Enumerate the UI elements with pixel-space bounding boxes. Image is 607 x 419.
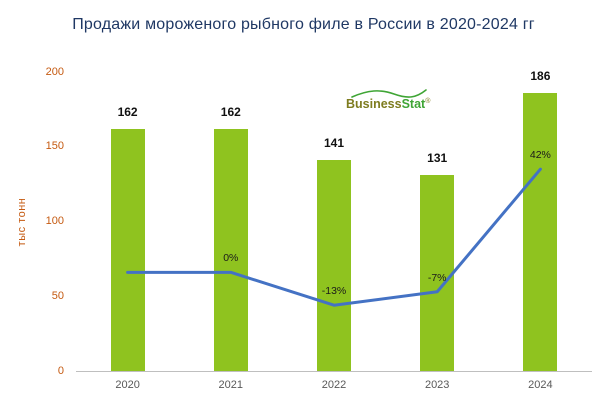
pct-change-label: 0% <box>223 252 239 265</box>
chart-title: Продажи мороженого рыбного филе в России… <box>72 16 535 33</box>
businessstat-logo: BusinessStat® <box>346 88 430 111</box>
x-tick-label: 2024 <box>528 379 553 391</box>
y-tick-label: 150 <box>45 140 64 153</box>
pct-change-label: -7% <box>427 271 447 284</box>
plot-area: 162 162 141 131 186 0% -13% -7% 42% <box>76 68 592 372</box>
y-tick-label: 200 <box>45 65 64 78</box>
x-tick-label: 2021 <box>218 379 244 391</box>
pct-change-label: -13% <box>321 285 347 298</box>
bar-value-label: 186 <box>530 68 551 83</box>
logo-swoosh-icon <box>351 89 427 98</box>
y-tick-label: 50 <box>51 289 64 302</box>
bar-2020 <box>110 128 145 371</box>
x-tick-label: 2023 <box>424 379 450 391</box>
x-tick-label: 2022 <box>321 379 347 391</box>
pct-change-label: 42% <box>529 149 551 162</box>
bar-value-label: 141 <box>323 136 345 151</box>
bar-value-label: 162 <box>117 104 138 119</box>
logo-business-text: Business <box>346 97 402 112</box>
logo-text: BusinessStat® <box>346 98 430 111</box>
logo-registered-mark: ® <box>425 98 431 105</box>
bar-2021 <box>213 128 248 371</box>
y-tick-label: 100 <box>45 215 64 227</box>
x-tick-label: 2020 <box>115 379 140 391</box>
y-tick-label: 0 <box>57 364 64 377</box>
bar-2024 <box>523 92 558 371</box>
bar-value-label: 162 <box>220 104 241 119</box>
bar-2022 <box>317 160 351 371</box>
bar-value-label: 131 <box>427 151 448 166</box>
logo-stat-text: Stat <box>401 97 426 112</box>
